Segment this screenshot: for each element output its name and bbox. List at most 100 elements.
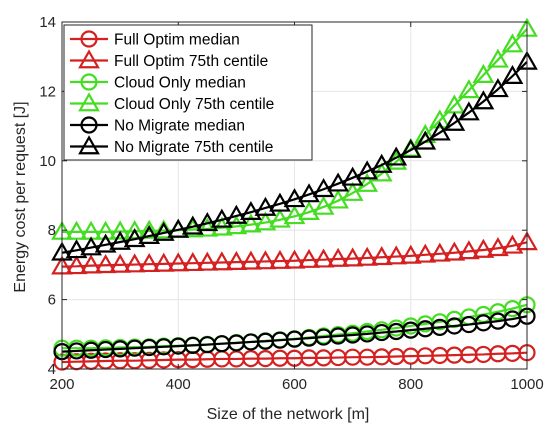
x-tick-label: 800 — [398, 376, 423, 393]
data-point — [428, 109, 451, 129]
data-point — [501, 234, 524, 254]
data-point — [472, 90, 495, 110]
legend-marker — [80, 30, 98, 48]
legend-item: No Migrate 75th centile — [70, 135, 273, 156]
data-point — [501, 33, 524, 53]
data-point — [94, 233, 117, 253]
data-point — [457, 79, 480, 99]
data-point — [225, 215, 248, 235]
data-point — [327, 247, 349, 267]
data-point — [210, 208, 233, 228]
data-point — [298, 183, 320, 203]
data-point — [138, 252, 161, 273]
data-point — [385, 245, 408, 265]
data-point — [181, 251, 204, 272]
data-point — [80, 236, 102, 256]
data-point — [487, 237, 509, 257]
data-point — [240, 200, 262, 221]
data-point — [356, 246, 379, 266]
data-point — [181, 215, 204, 235]
x-tick-label: 400 — [166, 376, 191, 393]
data-point — [138, 219, 161, 239]
legend-item: No Migrate median — [70, 116, 245, 135]
y-tick-label: 12 — [39, 83, 56, 100]
data-point — [370, 246, 393, 266]
legend-label: Full Optim 75th centile — [114, 53, 268, 70]
data-point — [487, 48, 509, 68]
legend: Full Optim median Full Optim 75th centile… — [63, 24, 313, 161]
data-point — [283, 249, 306, 269]
data-point — [225, 204, 248, 224]
data-point — [123, 220, 146, 240]
data-point — [443, 111, 466, 131]
data-point — [472, 238, 495, 258]
y-tick-label: 6 — [48, 292, 56, 309]
data-point — [283, 188, 306, 208]
data-point — [428, 121, 451, 141]
legend-marker — [78, 135, 100, 155]
data-point — [152, 252, 175, 272]
legend-marker — [78, 92, 100, 112]
y-tick-label: 14 — [39, 14, 56, 31]
x-axis-title: Size of the network [m] — [207, 406, 370, 423]
data-point — [94, 254, 117, 274]
legend-marker — [80, 116, 98, 134]
data-point — [196, 217, 219, 237]
legend-item: Cloud Only 75th centile — [70, 92, 274, 113]
data-point — [487, 78, 509, 98]
data-point — [109, 253, 132, 273]
data-point — [312, 248, 335, 268]
data-point — [457, 101, 480, 121]
data-point — [414, 130, 437, 150]
data-point — [94, 220, 117, 240]
data-point — [254, 211, 277, 231]
y-axis-title: Energy cost per request [J] — [12, 101, 29, 292]
data-point — [65, 239, 88, 259]
legend-marker — [80, 73, 98, 91]
data-point — [298, 200, 320, 221]
data-point — [152, 219, 175, 239]
x-tick-label: 1000 — [510, 376, 543, 393]
x-tick-label: 600 — [282, 376, 307, 393]
data-point — [428, 242, 451, 262]
legend-label: Cloud Only median — [114, 75, 246, 92]
data-point — [109, 230, 132, 250]
data-point — [501, 64, 524, 84]
legend-item: Full Optim 75th centile — [70, 49, 268, 70]
data-point — [399, 244, 422, 264]
data-point — [312, 195, 335, 215]
data-point — [356, 172, 379, 192]
data-point — [254, 250, 277, 270]
legend-item: Cloud Only median — [70, 73, 246, 92]
data-point — [341, 166, 364, 186]
data-point — [196, 251, 219, 271]
data-point — [269, 208, 291, 228]
data-point — [123, 228, 146, 248]
legend-box — [63, 24, 313, 161]
data-point — [370, 153, 393, 173]
data-point — [210, 251, 233, 271]
data-point — [138, 224, 161, 244]
y-tick-label: 8 — [48, 222, 56, 239]
y-tick-label: 10 — [39, 153, 56, 170]
data-point — [414, 243, 437, 263]
data-point — [80, 254, 102, 274]
data-point — [298, 248, 320, 268]
series-line — [61, 315, 528, 353]
series-no-migrate-75th-centile — [51, 50, 538, 261]
legend-label: Full Optim median — [114, 32, 240, 49]
legend-label: No Migrate 75th centile — [114, 139, 273, 156]
series-no-migrate-median — [53, 307, 536, 361]
data-point — [196, 212, 219, 232]
data-point — [312, 178, 335, 198]
data-point — [152, 221, 175, 241]
data-point — [65, 255, 88, 275]
data-point — [254, 196, 277, 216]
data-point — [225, 250, 248, 270]
axes: 200 400 600 800 1000 4 6 8 10 12 14 — [39, 14, 543, 393]
data-point — [65, 220, 88, 240]
data-point — [457, 240, 480, 260]
data-point — [443, 241, 466, 261]
